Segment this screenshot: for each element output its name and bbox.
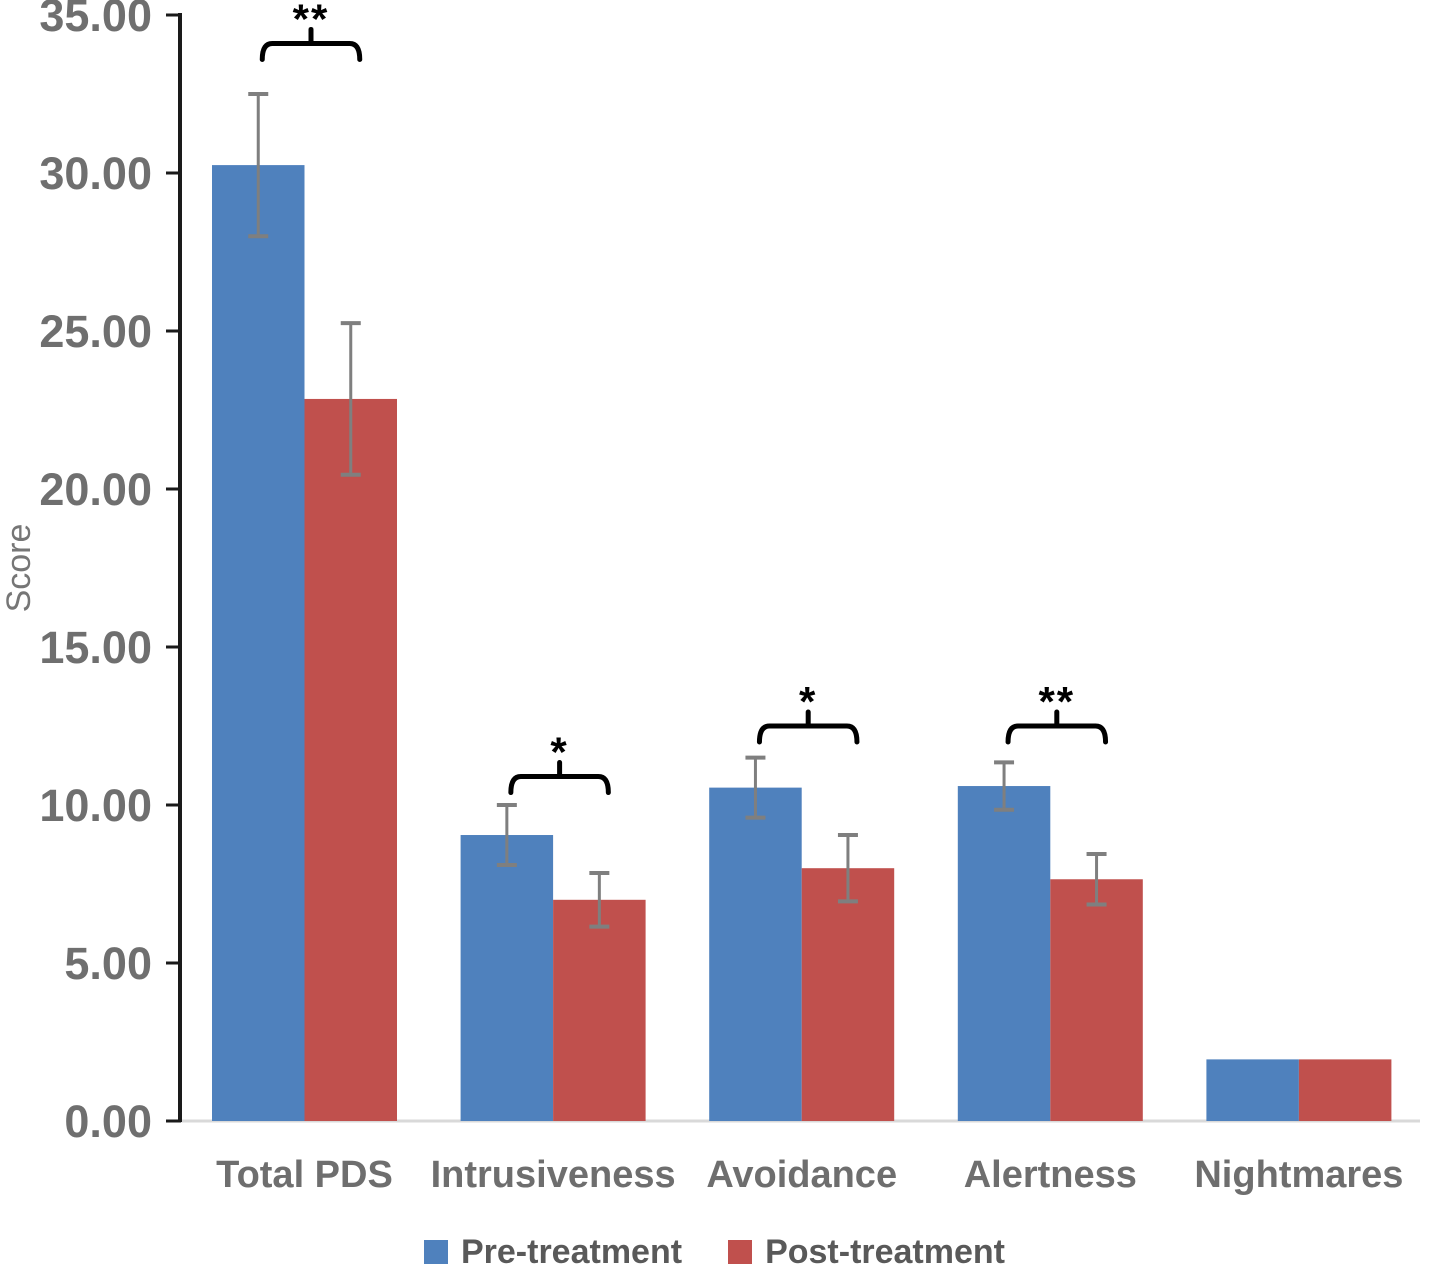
y-tick-label-10-00: 10.00: [39, 780, 152, 831]
category-label-intrusiveness: Intrusiveness: [431, 1154, 676, 1196]
y-tick-label-20-00: 20.00: [39, 464, 152, 515]
y-tick-label-0-00: 0.00: [64, 1096, 152, 1147]
significance-label-alertness: **: [1038, 678, 1075, 725]
significance-label-intrusiveness: *: [550, 729, 568, 776]
bar-pre-treatment-total-pds: [212, 165, 305, 1122]
legend-label-pre-treatment: Pre-treatment: [460, 1233, 683, 1271]
bar-post-treatment-intrusiveness: [553, 899, 646, 1121]
legend-swatch-pre-treatment-icon: [423, 1240, 448, 1264]
significance-label-total-pds: **: [293, 0, 330, 42]
category-label-avoidance: Avoidance: [706, 1154, 897, 1196]
category-label-alertness: Alertness: [964, 1154, 1137, 1196]
legend-item-pre-treatment: Pre-treatment: [423, 1233, 683, 1271]
bar-pre-treatment-nightmares: [1206, 1059, 1299, 1121]
legend-item-post-treatment: Post-treatment: [728, 1235, 1005, 1269]
bar-pre-treatment-intrusiveness: [460, 835, 554, 1121]
bar-post-treatment-alertness: [1050, 879, 1143, 1121]
bar-pre-treatment-avoidance: [709, 787, 802, 1121]
bar-pre-treatment-alertness: [957, 786, 1051, 1121]
y-tick-label-25-00: 25.00: [39, 306, 152, 357]
category-label-total-pds: Total PDS: [216, 1154, 393, 1196]
bar-post-treatment-avoidance: [801, 868, 895, 1121]
significance-label-avoidance: *: [799, 678, 817, 725]
bar-post-treatment-total-pds: [304, 398, 397, 1121]
legend-label-post-treatment: Post-treatment: [765, 1233, 1005, 1271]
legend-swatch-post-treatment-icon: [728, 1240, 753, 1264]
y-axis-title: Score: [0, 524, 38, 613]
bar-post-treatment-nightmares: [1298, 1059, 1392, 1121]
y-tick-label-5-00: 5.00: [64, 938, 152, 989]
y-tick-label-35-00: 35.00: [39, 0, 152, 41]
chart-legend: Pre-treatment Post-treatment: [0, 1235, 1429, 1269]
y-tick-label-15-00: 15.00: [39, 622, 152, 673]
y-tick-label-30-00: 30.00: [39, 148, 152, 199]
category-label-nightmares: Nightmares: [1194, 1154, 1403, 1196]
